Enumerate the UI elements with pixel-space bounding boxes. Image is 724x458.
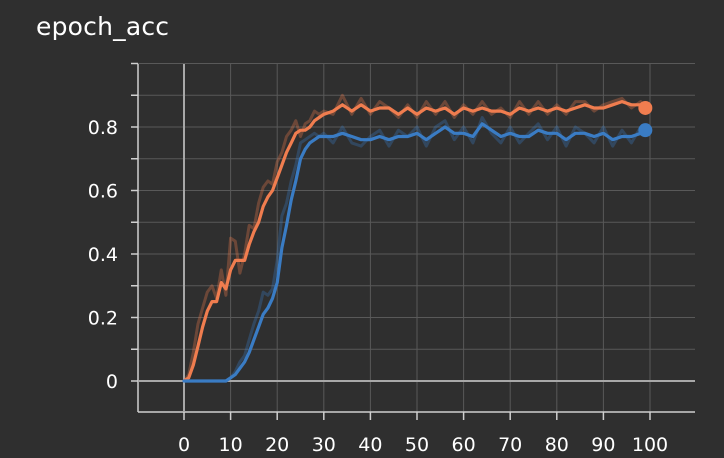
x-tick-label: 70 xyxy=(498,434,522,456)
x-tick-label: 90 xyxy=(591,434,615,456)
x-tick-label: 100 xyxy=(632,434,668,456)
grid-lines xyxy=(138,63,695,412)
series-2-line xyxy=(182,122,647,383)
x-tick-label: 20 xyxy=(265,434,289,456)
series-2-end-point xyxy=(638,123,653,138)
series-1-end-point xyxy=(638,100,653,115)
x-tick-label: 60 xyxy=(452,434,476,456)
x-tick-label: 50 xyxy=(405,434,429,456)
x-tick-label: 10 xyxy=(219,434,243,456)
y-tick-label: 0.6 xyxy=(88,181,118,203)
tick-labels: 0 0.2 0.4 0.6 0.8 0 10 20 30 40 50 60 70 80 90 100 xyxy=(88,117,668,456)
y-tick-label: 0.4 xyxy=(88,244,118,266)
series-1-raw-line xyxy=(182,93,647,382)
x-tick-label: 40 xyxy=(358,434,382,456)
y-tick-label: 0 xyxy=(106,371,118,393)
axes xyxy=(131,62,695,420)
chart-title: epoch_acc xyxy=(36,12,170,41)
x-tick-label: 0 xyxy=(178,434,190,456)
x-tick-label: 30 xyxy=(312,434,336,456)
series-1-line xyxy=(182,100,647,383)
x-tick-label: 80 xyxy=(545,434,569,456)
series-layer xyxy=(182,93,653,383)
y-tick-label: 0.2 xyxy=(88,308,118,330)
y-tick-label: 0.8 xyxy=(88,117,118,139)
